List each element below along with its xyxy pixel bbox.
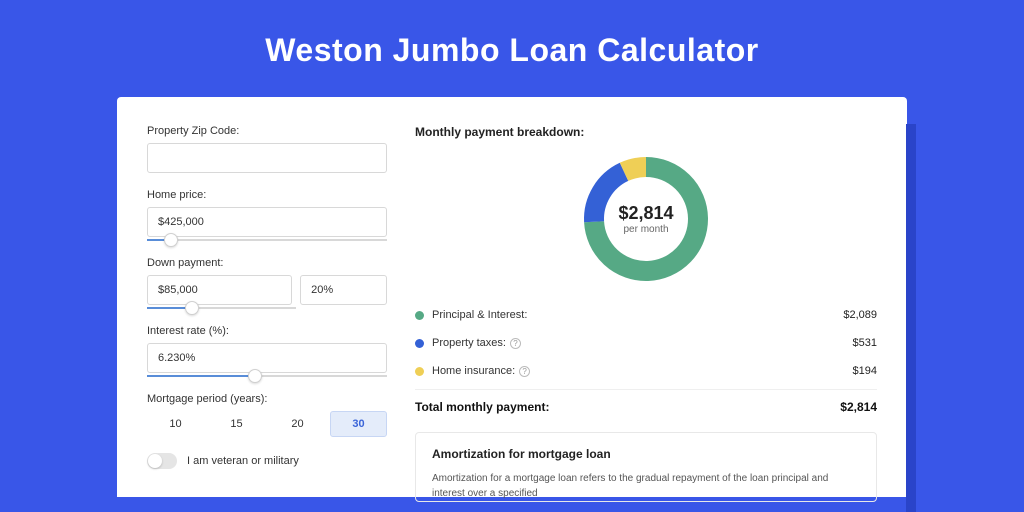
period-option-15[interactable]: 15 bbox=[208, 411, 265, 437]
total-row: Total monthly payment: $2,814 bbox=[415, 389, 877, 426]
breakdown-label: Principal & Interest: bbox=[432, 309, 843, 321]
interest-group: Interest rate (%): bbox=[147, 325, 387, 377]
down-payment-label: Down payment: bbox=[147, 257, 387, 269]
zip-input[interactable] bbox=[147, 143, 387, 173]
period-label: Mortgage period (years): bbox=[147, 393, 387, 405]
home-price-input[interactable] bbox=[147, 207, 387, 237]
legend-dot bbox=[415, 339, 424, 348]
calculator-card: Property Zip Code: Home price: Down paym… bbox=[117, 97, 907, 497]
down-payment-slider[interactable] bbox=[147, 307, 296, 309]
period-options: 10152030 bbox=[147, 411, 387, 437]
veteran-label: I am veteran or military bbox=[187, 455, 299, 467]
breakdown-row: Property taxes:?$531 bbox=[415, 329, 877, 357]
down-payment-slider-thumb[interactable] bbox=[185, 301, 199, 315]
down-payment-input[interactable] bbox=[147, 275, 292, 305]
card-shadow bbox=[906, 124, 916, 512]
home-price-group: Home price: bbox=[147, 189, 387, 241]
info-icon[interactable]: ? bbox=[519, 366, 530, 377]
breakdown-column: Monthly payment breakdown: $2,814 per mo… bbox=[415, 125, 877, 497]
donut-center: $2,814 per month bbox=[618, 203, 673, 235]
home-price-slider[interactable] bbox=[147, 239, 387, 241]
form-column: Property Zip Code: Home price: Down paym… bbox=[147, 125, 387, 497]
interest-input[interactable] bbox=[147, 343, 387, 373]
total-amount: $2,814 bbox=[840, 400, 877, 414]
amortization-title: Amortization for mortgage loan bbox=[432, 447, 860, 461]
donut-chart: $2,814 per month bbox=[415, 155, 877, 283]
down-payment-pct-input[interactable] bbox=[300, 275, 387, 305]
veteran-row: I am veteran or military bbox=[147, 453, 387, 469]
home-price-label: Home price: bbox=[147, 189, 387, 201]
info-icon[interactable]: ? bbox=[510, 338, 521, 349]
period-option-30[interactable]: 30 bbox=[330, 411, 387, 437]
donut-sub: per month bbox=[618, 224, 673, 235]
breakdown-row: Principal & Interest:$2,089 bbox=[415, 301, 877, 329]
breakdown-title: Monthly payment breakdown: bbox=[415, 125, 877, 139]
breakdown-label: Property taxes:? bbox=[432, 337, 853, 349]
breakdown-amount: $2,089 bbox=[843, 309, 877, 321]
breakdown-list: Principal & Interest:$2,089Property taxe… bbox=[415, 301, 877, 385]
period-option-10[interactable]: 10 bbox=[147, 411, 204, 437]
legend-dot bbox=[415, 311, 424, 320]
amortization-box: Amortization for mortgage loan Amortizat… bbox=[415, 432, 877, 502]
veteran-toggle[interactable] bbox=[147, 453, 177, 469]
breakdown-amount: $531 bbox=[853, 337, 877, 349]
donut-segment bbox=[624, 167, 646, 172]
interest-slider[interactable] bbox=[147, 375, 387, 377]
zip-group: Property Zip Code: bbox=[147, 125, 387, 173]
donut-amount: $2,814 bbox=[618, 203, 673, 224]
interest-slider-fill bbox=[147, 375, 255, 377]
interest-slider-thumb[interactable] bbox=[248, 369, 262, 383]
amortization-text: Amortization for a mortgage loan refers … bbox=[432, 471, 860, 501]
interest-label: Interest rate (%): bbox=[147, 325, 387, 337]
page-title: Weston Jumbo Loan Calculator bbox=[0, 0, 1024, 97]
veteran-toggle-knob bbox=[148, 454, 162, 468]
breakdown-amount: $194 bbox=[853, 365, 877, 377]
home-price-slider-thumb[interactable] bbox=[164, 233, 178, 247]
breakdown-row: Home insurance:?$194 bbox=[415, 357, 877, 385]
period-group: Mortgage period (years): 10152030 bbox=[147, 393, 387, 437]
period-option-20[interactable]: 20 bbox=[269, 411, 326, 437]
total-label: Total monthly payment: bbox=[415, 400, 840, 414]
breakdown-label: Home insurance:? bbox=[432, 365, 853, 377]
legend-dot bbox=[415, 367, 424, 376]
down-payment-group: Down payment: bbox=[147, 257, 387, 309]
zip-label: Property Zip Code: bbox=[147, 125, 387, 137]
